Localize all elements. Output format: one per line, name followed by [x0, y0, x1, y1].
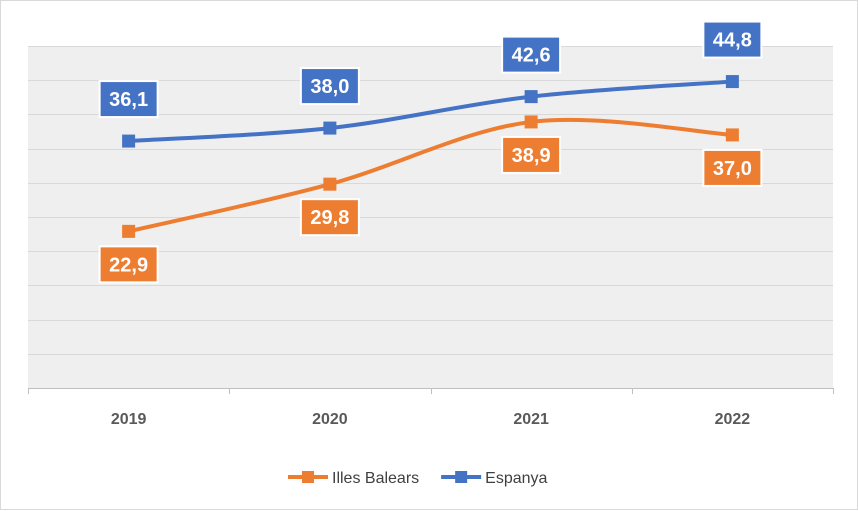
- x-tick-label: 2019: [111, 411, 147, 428]
- legend-swatch-marker: [302, 471, 314, 483]
- data-label-box: [702, 20, 763, 59]
- data-point-marker: [725, 128, 739, 142]
- legend-swatch-marker: [455, 471, 468, 483]
- data-label: 37,0: [702, 148, 763, 187]
- series-illes-balears: [122, 115, 739, 238]
- data-point-marker: [323, 177, 337, 191]
- data-point-marker: [122, 134, 136, 148]
- data-label-text: 42,6: [512, 45, 551, 67]
- data-label-box: [501, 135, 562, 174]
- data-point-marker: [725, 75, 739, 89]
- legend-label: Espanya: [485, 470, 547, 487]
- data-label: 22,9: [98, 245, 159, 284]
- data-label-text: 44,8: [713, 30, 752, 52]
- data-label-text: 22,9: [109, 254, 148, 276]
- series-line-espanya: [126, 79, 735, 144]
- x-tick-label: 2022: [715, 411, 751, 428]
- legend-label: Illes Balears: [332, 470, 419, 487]
- data-label-box: [702, 148, 763, 187]
- data-point-marker: [122, 224, 136, 238]
- series-line-illes-balears: [126, 117, 735, 234]
- data-label-text: 38,9: [512, 145, 551, 167]
- data-label: 38,9: [501, 135, 562, 174]
- data-label: 42,6: [501, 35, 562, 74]
- data-label-box: [299, 198, 360, 237]
- legend-item-espanya: Espanya: [441, 470, 548, 487]
- data-label-text: 38,0: [310, 76, 349, 98]
- data-label-text: 36,1: [109, 89, 148, 111]
- data-label: 29,8: [299, 198, 360, 237]
- data-label-box: [501, 35, 562, 74]
- data-labels: 22,9 29,8 38,9 37,0 36,1 38,0 42,6 44,8: [98, 20, 763, 284]
- series-espanya: [122, 75, 739, 148]
- series-layer: [122, 75, 739, 238]
- data-label: 44,8: [702, 20, 763, 59]
- data-point-marker: [524, 115, 538, 129]
- data-point-marker: [323, 121, 337, 135]
- data-label-box: [299, 67, 360, 106]
- legend-item-illes-balears: Illes Balears: [288, 470, 419, 487]
- data-label: 38,0: [299, 67, 360, 106]
- x-axis: 2019 2020 2021 2022: [28, 388, 834, 428]
- data-label-box: [98, 245, 159, 284]
- gridlines: [28, 46, 833, 389]
- data-label: 36,1: [98, 80, 159, 119]
- legend: Illes Balears Espanya: [288, 470, 548, 487]
- data-point-marker: [524, 90, 538, 104]
- data-label-text: 37,0: [713, 158, 752, 180]
- x-tick-label: 2020: [312, 411, 348, 428]
- data-label-text: 29,8: [310, 207, 349, 229]
- data-label-box: [98, 80, 159, 119]
- x-tick-label: 2021: [513, 411, 549, 428]
